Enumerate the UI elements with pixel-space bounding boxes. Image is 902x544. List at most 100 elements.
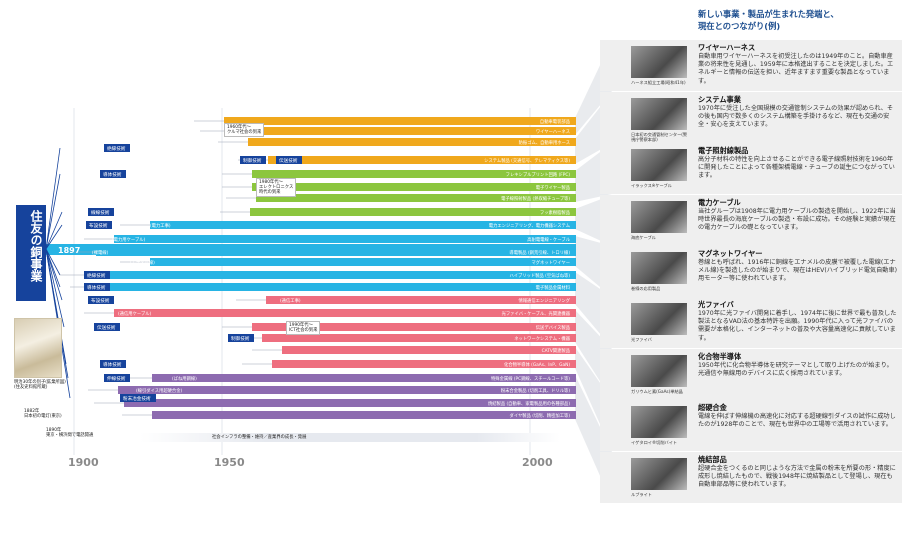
panel-body: 超硬合金をつくるのと同じような方法で金属の粉末を所要の形・精度に成形し焼結したも…: [698, 465, 896, 489]
product-bar-fill: [272, 360, 576, 368]
product-bar-fill: [282, 346, 576, 354]
old-drawing-caption: 明治30年の別子(鉱業所図) (住友史料館所蔵): [14, 380, 74, 390]
product-bar-label: 高耐電電線・ケーブル: [527, 236, 570, 243]
panel-title: システム事業: [698, 95, 741, 104]
technology-box-label: 導体技術: [103, 361, 122, 368]
note-1990-line2: ICT社会の到来: [289, 328, 318, 333]
branch-connector: [45, 248, 61, 276]
technology-box-fill: [84, 283, 110, 291]
product-bar-label: 特殊金属線 (PC鋼線、スチールコード等): [491, 375, 570, 382]
product-bar-fill: [90, 271, 576, 279]
technology-box-fill: [120, 394, 156, 402]
product-bar-label: フレキシブルプリント回路 (FPC): [506, 171, 571, 178]
note-1960: 1960年代〜 クルマ社会の到来: [224, 123, 265, 137]
product-bar: ハイブリッド製品 (空気ばね等): [60, 271, 576, 279]
product-bar-label: システム製品 (交通信号、テレマティクス等): [484, 157, 570, 164]
old-drawing-caption-line1: 明治30年の別子(鉱業所図): [14, 380, 66, 385]
product-bar: 電力エンジニアリング、電力機器システム: [120, 221, 576, 229]
technology-box-label: 布設技術: [89, 222, 108, 229]
product-bar: ネットワークシステム・機器: [232, 334, 576, 342]
panel-title: 超硬合金: [698, 403, 727, 412]
product-bar-label: 電子線照射製品 (熱収縮チューブ等): [501, 195, 570, 202]
old-drawing-image: [14, 318, 62, 378]
product-bar-label: ネットワークシステム・機器: [514, 335, 570, 342]
technology-box-label: 制御技術: [243, 157, 262, 164]
technology-box-fill: [88, 208, 114, 216]
header-line1: 新しい事業・製品が生まれた発端と、: [698, 9, 839, 19]
technology-box-label: 伝送技術: [97, 324, 116, 331]
note-1980-line1: 1980年代〜: [259, 180, 283, 185]
product-bar-fill: [266, 296, 576, 304]
product-bar-fill: [268, 156, 576, 164]
branch-connector: [45, 248, 65, 328]
panel-photo: [631, 46, 687, 78]
product-bar: フッ素樹脂製品: [220, 208, 576, 216]
product-bar: 高耐電電線・ケーブル: [84, 235, 576, 243]
panel-title: 焼結部品: [698, 455, 727, 464]
note-1990-line1: 1990年代〜: [289, 323, 313, 328]
product-bar-fill: [262, 334, 576, 342]
note-1960-line1: 1960年代〜: [227, 125, 251, 130]
start-year: 1897: [58, 246, 81, 255]
note-1980-line2: エレクトロニクス: [259, 185, 294, 190]
panel-body: 高分子材料の特性を向上させることができる電子線照射技術を1960年に開発したこと…: [698, 156, 895, 180]
panel-photo-caption: ハーネス組立工場(昭和41年): [631, 80, 686, 85]
product-bar-fill: [118, 386, 576, 394]
product-bar-label: 光ファイバ・ケーブル、光関連機器: [502, 310, 571, 317]
history-1890: 1890年 東京・横浜間で電話開通: [46, 428, 93, 438]
panel-photo: [631, 149, 687, 181]
note-1990: 1990年代〜 ICT社会の到来: [286, 321, 321, 335]
technology-box-label: 伝送技術: [279, 157, 298, 164]
infra-note: 社会インフラの整備・維持／産業界の成長・発展: [212, 435, 307, 440]
product-bar-fill: [250, 208, 576, 216]
technology-box-fill: [104, 374, 130, 382]
product-bar: 粉末合金製品 (切削工具、ドリル等): [88, 386, 576, 394]
technology-box-label: 導体技術: [103, 171, 122, 178]
product-bar-fill: [114, 309, 576, 317]
panel-photo-caption: 光ファイバ: [631, 337, 652, 342]
history-1882-text: 日本初の電灯(東京): [24, 414, 62, 419]
product-bar-fill: [252, 170, 576, 178]
origin-marker-label: (通信工事): [280, 297, 301, 304]
panel-body: 巻線とも呼ばれ、1916年に銅線をエナメルの皮膜で被覆した電線(エナメル線)を製…: [698, 259, 898, 283]
note-1980: 1980年代〜 エレクトロニクス 時代の到来: [256, 178, 297, 197]
panel-photo-caption: イラックス※ケーブル: [631, 183, 672, 188]
product-bar-label: マグネットワイヤー: [531, 259, 570, 266]
panel-title: 化合物半導体: [698, 352, 742, 361]
technology-box-fill: [100, 170, 126, 178]
product-bar-fill: [96, 248, 576, 256]
product-bar: 情報通信エンジニアリング: [236, 296, 576, 304]
history-1890-text: 東京・横浜間で電話開通: [46, 433, 94, 438]
technology-box-label: 伸線技術: [107, 375, 126, 382]
branch-connector: [45, 224, 63, 250]
product-bar: 光ファイバ・ケーブル、光関連機器: [84, 309, 576, 317]
product-bar-label: 電子ワイヤー製品: [536, 184, 570, 191]
technology-box: 絶縁技術: [84, 271, 110, 279]
product-bar: ダイヤ製品 (切削、精密加工等): [122, 411, 576, 419]
panel-photo: [631, 303, 687, 335]
technology-box-fill: [86, 221, 112, 229]
product-bar-label: 焼結製品 (自動車、家電製品用の各種部品): [488, 400, 570, 407]
technology-box: 導体技術: [84, 283, 110, 291]
product-bar-fill: [256, 194, 576, 202]
product-bar-label: ワイヤーハーネス: [536, 129, 570, 135]
product-bar: 焼結製品 (自動車、家電製品用の各種部品): [94, 399, 576, 407]
note-1960-line2: クルマ社会の到来: [227, 130, 262, 135]
panel-title: 光ファイバ: [698, 300, 734, 309]
product-bar-fill: [224, 117, 576, 125]
technology-box-label: 導体技術: [87, 284, 106, 291]
origin-marker-label: (エナメル線): [130, 259, 155, 266]
history-1882: 1882年 日本初の電灯(東京): [24, 409, 62, 419]
panel-title: ワイヤーハーネス: [698, 43, 756, 52]
product-bar: 化合物半導体 (GaAs、InP、GaN): [242, 360, 576, 368]
technology-box: 伝送技術: [94, 323, 120, 331]
product-bar-label: 電子製品金属材料: [536, 284, 571, 291]
product-bar-fill: [230, 127, 576, 135]
product-bar-label: フッ素樹脂製品: [540, 209, 570, 216]
infra-band: [140, 433, 560, 442]
technology-box: 布設技術: [88, 296, 114, 304]
branch-connector: [45, 211, 63, 250]
panel-photo: [631, 406, 687, 438]
panel-photo-caption: 日本初の交通管制センター(警視庁警察本部): [631, 132, 688, 142]
product-bar-label: CATV関連製品: [542, 347, 570, 354]
